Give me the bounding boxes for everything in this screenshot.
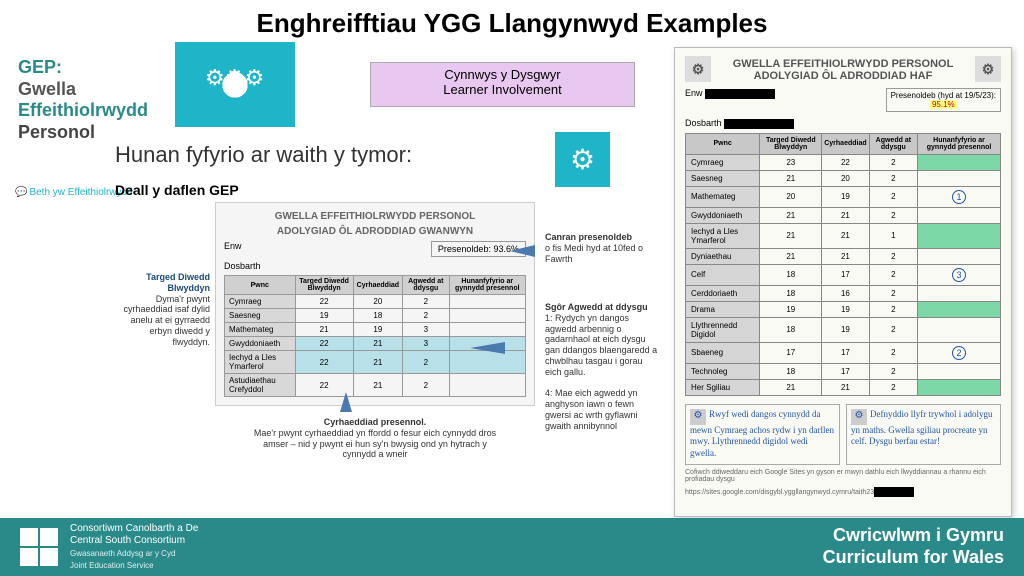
table-row: Saesneg19182 xyxy=(225,309,526,323)
doc1-table: PwncTarged Diwedd BlwyddynCyrhaeddiadAgw… xyxy=(224,275,526,397)
purple-l2: Learner Involvement xyxy=(375,82,630,97)
arrow-icon xyxy=(510,245,535,257)
table-row: Celf181723 xyxy=(686,264,1001,285)
table-row: Saesneg21202 xyxy=(686,170,1001,186)
doc1-hdr1: GWELLA EFFEITHIOLRWYDD PERSONOL xyxy=(224,211,526,222)
content-area: GEP: Gwella Effeithiolrwydd Personol Bet… xyxy=(0,47,1024,517)
table-row: Iechyd a Lles Ymarferol21211 xyxy=(686,223,1001,248)
table-header: Pwnc xyxy=(225,276,296,295)
arrow-icon xyxy=(470,342,505,354)
document-1: GWELLA EFFEITHIOLRWYDD PERSONOL ADOLYGIA… xyxy=(215,202,535,406)
table-row: Cymraeg23222 xyxy=(686,154,1001,170)
lightbulb-icon: ⚙ xyxy=(555,132,610,187)
annotation-right-1: Canran presenoldeb o fis Medi hyd at 10f… xyxy=(545,232,655,264)
table-row: Gwyddoniaeth21212 xyxy=(686,207,1001,223)
doc2-hdr1: GWELLA EFFEITHIOLRWYDD PERSONOL xyxy=(733,58,954,70)
table-row: Her Sgiliau21212 xyxy=(686,379,1001,395)
table-header: Agwedd at ddysgu xyxy=(869,133,917,154)
table-row: Cerddoriaeth18162 xyxy=(686,285,1001,301)
annotation-right-2: Sgôr Agwedd at ddysgu 1: Rydych yn dango… xyxy=(545,302,660,432)
redacted xyxy=(724,119,794,129)
table-header: Targed Diwedd Blwyddyn xyxy=(760,133,822,154)
table-header: Targed Diwedd Blwyddyn xyxy=(295,276,353,295)
annotation-left: Targed Diwedd BlwyddynDyma'r pwynt cyrha… xyxy=(115,272,210,348)
handwriting-boxes: ⚙Rwyf wedi dangos cynnydd da mewn Cymrae… xyxy=(685,404,1001,465)
gep-l4: Personol xyxy=(18,122,95,142)
table-header: Hunanfyfyrio ar gynnydd presennol xyxy=(449,276,525,295)
table-row: Cymraeg22202 xyxy=(225,295,526,309)
table-row: Drama19192 xyxy=(686,301,1001,317)
doc2-hdr2: ADOLYGIAD ÔL ADRODDIAD HAF xyxy=(754,70,933,82)
deall-subheading: Deall y daflen GEP xyxy=(115,182,239,198)
annotation-bottom: Cyrhaeddiad presennol.Mae'r pwynt cyrhae… xyxy=(250,417,500,460)
doc2-table: PwncTarged Diwedd BlwyddynCyrhaeddiadAgw… xyxy=(685,133,1001,396)
table-row: Astudiaethau Crefyddol22212 xyxy=(225,374,526,397)
table-row: Technoleg18172 xyxy=(686,363,1001,379)
footer-org: Consortiwm Canolbarth a De Central South… xyxy=(70,523,198,570)
table-header: Cyrhaeddiad xyxy=(353,276,402,295)
doc2-dosbarth: Dosbarth xyxy=(685,118,722,128)
consortium-logo-icon xyxy=(20,528,58,566)
doc2-icon-right: ⚙ xyxy=(975,56,1001,82)
document-2: ⚙ GWELLA EFFEITHIOLRWYDD PERSONOL ADOLYG… xyxy=(674,47,1012,517)
table-row: Llythrennedd Digidol18192 xyxy=(686,317,1001,342)
table-row: Sbaeneg171722 xyxy=(686,342,1001,363)
hw-box-2: ⚙Defnyddio llyfr trywhol i adolygu yn ma… xyxy=(846,404,1001,465)
table-header: Agwedd at ddysgu xyxy=(403,276,449,295)
gep-l1: GEP: xyxy=(18,57,62,77)
hunan-heading: Hunan fyfyrio ar waith y tymor: xyxy=(115,142,412,168)
doc1-hdr2: ADOLYGIAD ÔL ADRODDIAD GWANWYN xyxy=(224,226,526,237)
gep-l3: Effeithiolrwydd xyxy=(18,100,148,120)
doc2-footer-text: Cofiwch ddiweddaru eich Google Sites yn … xyxy=(685,469,1001,483)
doc1-dosbarth: Dosbarth xyxy=(224,261,261,271)
purple-l1: Cynnwys y Dysgwyr xyxy=(375,67,630,82)
table-row: Dyniaethau21212 xyxy=(686,248,1001,264)
learner-involvement-box: Cynnwys y Dysgwyr Learner Involvement xyxy=(370,62,635,107)
table-header: Cyrhaeddiad xyxy=(822,133,869,154)
doc2-presenoldeb: Presenoldeb (hyd at 19/5/23):95.1% xyxy=(886,88,1001,112)
doc2-icon-left: ⚙ xyxy=(685,56,711,82)
gep-l2: Gwella xyxy=(18,79,76,99)
gep-gears-icon xyxy=(175,42,295,127)
doc1-enw: Enw xyxy=(224,241,242,257)
table-row: Mathemateg21193 xyxy=(225,323,526,337)
footer-curriculum: Cwricwlwm i Gymru Curriculum for Wales xyxy=(823,525,1004,568)
table-header: Pwnc xyxy=(686,133,760,154)
slide-title: Enghreifftiau YGG Llangynwyd Examples xyxy=(0,0,1024,47)
table-header: Hunanfyfyrio ar gynnydd presennol xyxy=(918,133,1001,154)
footer-bar: Consortiwm Canolbarth a De Central South… xyxy=(0,518,1024,576)
table-row: Mathemateg201921 xyxy=(686,186,1001,207)
doc2-url: https://sites.google.com/disgybl.yggllan… xyxy=(685,487,1001,497)
redacted xyxy=(705,89,775,99)
doc2-enw: Enw xyxy=(685,88,703,98)
hw-box-1: ⚙Rwyf wedi dangos cynnydd da mewn Cymrae… xyxy=(685,404,840,465)
arrow-icon xyxy=(340,392,352,412)
